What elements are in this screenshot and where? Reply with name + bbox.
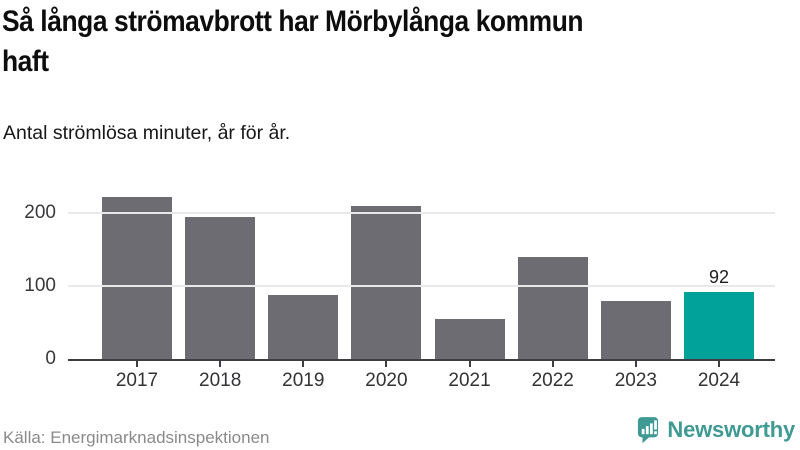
x-axis-label: 2021	[448, 370, 491, 391]
x-axis-label: 2017	[115, 370, 159, 391]
x-axis-label: 2023	[614, 370, 657, 391]
bar-2022	[517, 257, 588, 359]
x-tick	[468, 361, 471, 367]
newsworthy-logo: Newsworthy	[637, 416, 795, 444]
bar-2020	[351, 206, 422, 359]
x-axis-col-2022: 2022	[518, 361, 588, 392]
x-axis-col-2018: 2018	[185, 361, 255, 392]
x-tick	[634, 361, 637, 367]
x-axis-label: 2022	[531, 370, 574, 391]
plot-area: 92	[68, 190, 775, 361]
chart-title: Så långa strömavbrott har Mörbylånga kom…	[2, 5, 584, 78]
x-axis-col-2023: 2023	[601, 361, 671, 392]
x-tick	[385, 361, 388, 367]
x-axis-col-2019: 2019	[268, 361, 338, 392]
x-axis-label: 2018	[199, 370, 242, 391]
y-axis: 0 100 200	[0, 190, 56, 369]
x-tick	[551, 361, 554, 367]
x-axis-col-2017: 2017	[102, 361, 172, 392]
x-tick	[136, 361, 138, 367]
bar-2017	[102, 197, 172, 359]
newsworthy-logo-icon	[637, 416, 659, 444]
bar-2019	[268, 295, 339, 359]
x-tick	[219, 361, 222, 367]
bars-row: 92	[68, 190, 775, 359]
y-axis-label: 200	[24, 202, 56, 223]
y-axis-label: 0	[45, 348, 56, 369]
x-axis-col-2024: 2024	[684, 361, 754, 392]
y-axis-label: 100	[24, 275, 56, 296]
x-axis-col-2020: 2020	[351, 361, 421, 392]
gridline-200	[68, 212, 775, 214]
bar-2021	[434, 319, 505, 359]
x-axis-col-2021: 2021	[435, 361, 505, 392]
x-tick	[717, 361, 720, 367]
bar-2023	[600, 301, 671, 359]
bar-2024: 92	[683, 267, 754, 359]
x-axis-label: 2019	[282, 370, 325, 391]
x-axis-label: 2024	[697, 370, 741, 391]
bar-2018	[185, 217, 256, 359]
source-note: Källa: Energimarknadsinspektionen	[3, 428, 270, 447]
x-tick	[302, 361, 305, 367]
newsworthy-wordmark: Newsworthy	[667, 417, 795, 442]
gridline-100	[68, 285, 775, 287]
bar-value-label: 92	[708, 267, 729, 287]
x-axis: 2017 2018 2019 2020 2021 2022 2023 2024	[68, 361, 775, 392]
x-axis-label: 2020	[365, 370, 408, 391]
chart-subtitle: Antal strömlösa minuter, år för år.	[3, 122, 291, 144]
